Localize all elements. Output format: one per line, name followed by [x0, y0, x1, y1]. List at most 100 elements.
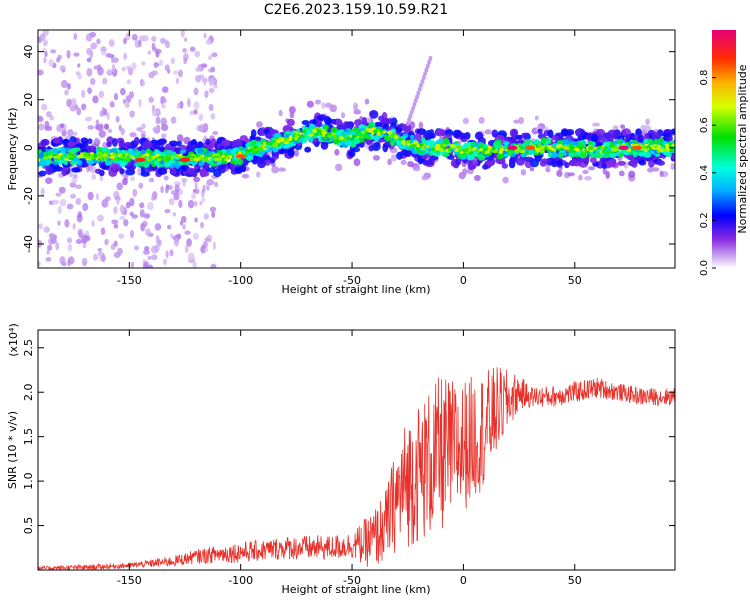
spectral-band: [501, 163, 509, 169]
spectral-speckle: [127, 94, 132, 103]
spectral-core: [540, 145, 545, 149]
spectral-speckle: [206, 179, 215, 186]
spectral-core: [410, 143, 416, 148]
spectral-speckle: [412, 102, 417, 108]
spectral-speckle: [69, 181, 77, 188]
spectral-band: [169, 166, 178, 175]
spectral-speckle: [138, 182, 144, 189]
spectral-speckle: [271, 166, 280, 174]
spectral-core: [544, 146, 548, 150]
spectral-band: [354, 119, 362, 127]
spectral-core: [343, 137, 348, 141]
spectral-core: [643, 138, 650, 144]
spectral-core: [351, 134, 358, 138]
spectral-core: [196, 148, 204, 154]
spectral-core: [368, 129, 374, 132]
spectral-speckle: [193, 176, 201, 183]
spectral-speckle: [176, 134, 184, 142]
spectral-core: [52, 153, 58, 157]
spectral-speckle: [203, 78, 207, 86]
spectral-core: [166, 158, 170, 162]
spectral-core: [581, 153, 588, 158]
spectral-speckle: [478, 116, 485, 124]
spectral-core: [596, 145, 601, 149]
spectral-speckle: [518, 116, 525, 125]
spectral-band: [241, 163, 247, 173]
spectral-speckle: [131, 33, 138, 41]
spectral-band: [663, 128, 673, 135]
spectral-core: [124, 157, 131, 161]
spectral-speckle: [428, 55, 433, 61]
spectral-band: [106, 141, 112, 148]
spectral-speckle: [178, 69, 183, 78]
spectral-core: [471, 151, 478, 156]
spectral-core: [129, 155, 135, 159]
spectral-core: [412, 140, 419, 145]
spectral-band: [157, 168, 168, 175]
spectral-speckle: [529, 166, 535, 172]
spectral-core: [608, 144, 614, 148]
spectral-speckle: [602, 167, 607, 175]
spectral-speckle: [102, 77, 108, 85]
spectral-speckle: [38, 223, 44, 230]
spectral-speckle: [99, 175, 104, 182]
spectral-band: [521, 132, 529, 139]
spectral-core: [238, 150, 242, 154]
spectral-core: [593, 146, 598, 150]
spectral-core: [322, 135, 328, 141]
spectral-speckle: [170, 116, 177, 124]
spectral-speckle: [184, 244, 189, 254]
spectral-speckle: [144, 228, 151, 236]
spectral-core: [272, 145, 278, 153]
spectral-speckle: [204, 237, 210, 243]
spectral-speckle: [165, 250, 169, 259]
spectral-speckle: [75, 71, 81, 76]
spectral-peak: [180, 157, 190, 163]
spectral-speckle: [148, 72, 155, 79]
spectral-speckle: [57, 220, 61, 226]
spectral-speckle: [187, 252, 195, 261]
spectral-core: [478, 147, 484, 152]
spectral-speckle: [38, 116, 44, 123]
spectral-speckle: [405, 121, 410, 127]
spectral-speckle: [55, 242, 60, 251]
spectral-speckle: [44, 125, 53, 132]
spectral-speckle: [131, 62, 137, 70]
spectral-core: [38, 158, 41, 163]
spectrogram-y-ticks: -40 -20 0 20 40: [22, 45, 675, 253]
spectral-core: [471, 147, 477, 151]
spectral-core: [367, 122, 374, 129]
spectral-speckle: [39, 33, 46, 42]
spectral-speckle: [293, 149, 300, 157]
spectral-core: [378, 129, 384, 132]
spectral-band: [263, 128, 270, 134]
spectral-core: [39, 160, 47, 167]
spectral-peak: [507, 145, 518, 150]
spectral-speckle: [162, 86, 169, 94]
spectral-speckle: [73, 52, 80, 57]
spectral-core: [48, 155, 53, 159]
x-tick-label: -50: [343, 574, 361, 587]
spectral-band: [425, 159, 434, 166]
spectral-speckle: [176, 102, 181, 109]
spectral-speckle: [76, 107, 82, 116]
spectral-core: [174, 162, 180, 169]
spectral-speckle: [70, 193, 77, 199]
spectral-band: [529, 158, 540, 168]
spectral-speckle: [201, 197, 206, 203]
spectral-speckle: [202, 184, 206, 194]
y-tick-label: 20: [22, 93, 35, 107]
spectral-core: [64, 157, 69, 161]
colorbar-gradient: [712, 30, 736, 268]
spectral-band: [631, 160, 638, 168]
spectral-core: [498, 149, 503, 155]
spectral-band: [67, 140, 76, 148]
spectral-speckle: [38, 261, 41, 267]
spectral-speckle: [108, 39, 115, 47]
spectral-speckle: [81, 257, 88, 266]
y-tick-label: 1.0: [22, 472, 35, 490]
snr-x-ticks: -150 -100 -50 0 50: [117, 330, 582, 587]
spectral-core: [668, 143, 672, 147]
spectral-core: [166, 154, 172, 158]
